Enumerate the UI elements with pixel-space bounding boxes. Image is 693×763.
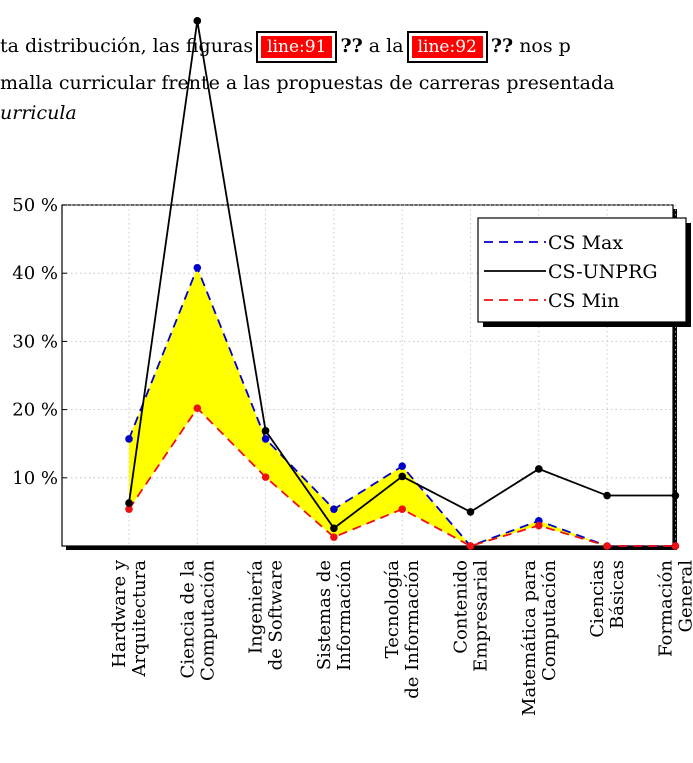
data-point-cs-unprg [535, 465, 543, 473]
data-point-cs-min [398, 505, 407, 513]
legend-box [477, 217, 687, 323]
x-tick-label: Computación [539, 560, 560, 681]
data-point-cs-unprg [398, 472, 407, 481]
data-point-cs-min [330, 533, 338, 541]
data-point-cs-unprg [261, 426, 270, 435]
x-category-label: Contenido Empresarial [451, 560, 492, 672]
data-point-cs-unprg [193, 17, 202, 25]
x-tick-label: de Información [402, 560, 423, 699]
x-tick-label: Ciencias [587, 560, 608, 638]
x-tick-label: Empresarial [471, 560, 492, 672]
data-point-cs-max [261, 435, 270, 443]
x-category-label: Ciencia de la Computación [177, 560, 218, 681]
data-point-cs-max [125, 435, 133, 443]
x-tick-label: Contenido [451, 560, 472, 654]
data-point-cs-min [603, 542, 611, 550]
x-category-label: Formación General [655, 560, 693, 657]
x-tick-label: Ciencia de la [177, 560, 198, 679]
data-point-cs-unprg [603, 491, 611, 500]
paragraph-text: nos p [519, 35, 571, 57]
data-point-cs-max [193, 263, 202, 272]
legend-label: CS Max [548, 232, 623, 254]
paragraph-text: a la [368, 35, 404, 57]
data-point-cs-max [398, 462, 407, 471]
x-tick-label: Ingeniería [246, 560, 267, 654]
x-tick-label: General [675, 560, 693, 633]
data-point-cs-min [261, 473, 270, 481]
data-point-cs-unprg [466, 508, 475, 516]
x-category-label: Ciencias Básicas [587, 560, 628, 638]
data-point-cs-min [671, 542, 680, 550]
y-tick-label: 20 % [12, 400, 58, 421]
x-tick-label: Sistemas de [314, 560, 335, 670]
paragraph-line-3: urricula [0, 102, 77, 124]
x-category-label: Ingeniería de Software [246, 560, 287, 671]
y-tick-label: 30 % [12, 331, 58, 352]
missing-ref-mark: ?? [490, 35, 514, 57]
x-tick-label: Información [334, 560, 355, 671]
missing-ref-mark: ?? [340, 35, 363, 57]
data-point-cs-min [193, 404, 202, 413]
paragraph-line-1: ta distribución, las figuras line:91 ?? … [0, 31, 571, 63]
data-point-cs-min [466, 542, 475, 550]
figure-ref-2[interactable]: line:92 [406, 31, 488, 63]
paragraph-text: ta distribución, las figuras [0, 35, 254, 57]
x-tick-label: Computación [197, 560, 218, 681]
figure-ref-1[interactable]: line:91 [256, 31, 338, 63]
x-tick-label: Arquitectura [129, 560, 150, 678]
paragraph-line-2: malla curricular frente a las propuestas… [0, 72, 615, 94]
x-tick-label: Hardware y [109, 559, 130, 668]
y-tick-label: 50 % [12, 195, 58, 216]
x-category-label: Sistemas de Información [314, 560, 355, 671]
data-point-cs-unprg [330, 524, 338, 533]
data-point-cs-min [125, 505, 133, 513]
x-category-label: Matemática para Computación [519, 560, 560, 716]
x-tick-label: Básicas [607, 560, 628, 629]
data-point-cs-min [535, 521, 543, 530]
legend-label: CS Min [548, 290, 619, 312]
x-tick-label: de Software [266, 560, 287, 670]
x-category-label: Hardware y Arquitectura [109, 559, 150, 677]
y-tick-label: 10 % [12, 468, 58, 489]
x-category-label: Tecnología de Información [382, 560, 423, 699]
data-point-cs-unprg [125, 499, 133, 507]
x-tick-label: Tecnología [382, 560, 403, 659]
y-tick-label: 40 % [12, 263, 58, 284]
data-point-cs-max [330, 505, 338, 513]
data-point-cs-unprg [671, 491, 680, 500]
legend-label: CS-UNPRG [548, 261, 658, 283]
x-tick-label: Formación [655, 560, 676, 657]
x-tick-label: Matemática para [519, 560, 540, 716]
